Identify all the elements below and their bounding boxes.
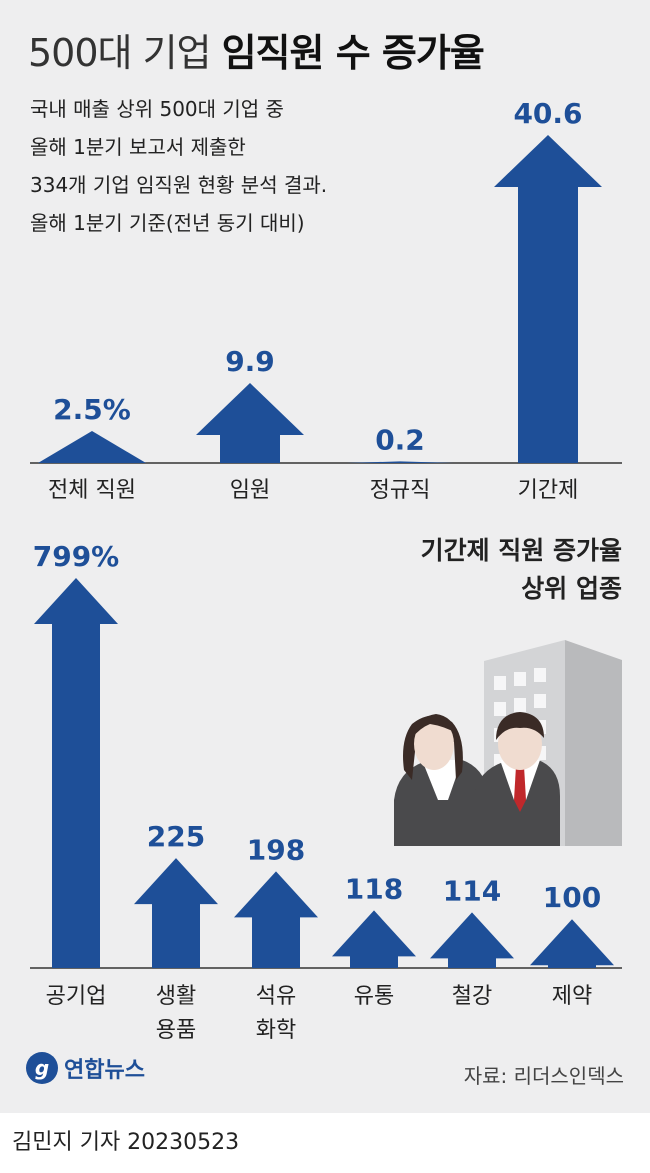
chart2-value-label: 118 — [345, 872, 403, 905]
subtitle-line: 상위 업종 — [521, 574, 622, 603]
chart2-value-label: 225 — [147, 820, 205, 853]
chart2-arrow-1 — [34, 578, 118, 968]
page-title: 500대 기업 임직원 수 증가율 — [28, 22, 485, 77]
chart2-arrow-2 — [134, 858, 218, 968]
subtitle-line: 기간제 직원 증가율 — [420, 536, 622, 565]
illustration — [394, 640, 622, 846]
yonhap-logo: g 연합뉴스 — [26, 1052, 145, 1084]
chart2-category-label: 제약 — [552, 984, 592, 1009]
chart1-arrow-2 — [196, 383, 304, 463]
chart2-category-label: 생활 — [156, 984, 196, 1009]
chart1-category-label: 전체 직원 — [48, 478, 136, 503]
chart2-subtitle: 기간제 직원 증가율 상위 업종 — [421, 532, 622, 608]
title-light: 500대 기업 — [28, 31, 211, 75]
chart2-value-label: 799% — [33, 540, 120, 573]
description-line: 국내 매출 상위 500대 기업 중 — [30, 97, 284, 121]
chart2-arrow-4 — [332, 910, 416, 968]
chart2-category-label: 공기업 — [46, 984, 107, 1009]
chart1-value-label: 2.5% — [53, 393, 131, 426]
chart2-category-label: 석유 — [256, 984, 296, 1009]
description-line: 올해 1분기 보고서 제출한 — [30, 135, 246, 159]
woman-illustration — [394, 714, 490, 846]
chart-area: 2.5% 전체 직원 9.9 임원 0.2 정규직 40.6 기간제 799% 공기업 225 생활용… — [30, 97, 622, 1043]
source-note: 자료: 리더스인덱스 — [463, 1064, 624, 1088]
logo-text: 연합뉴스 — [64, 1058, 145, 1083]
chart1-arrow-4 — [494, 135, 602, 463]
chart1-arrow-1 — [38, 431, 146, 463]
chart2-value-label: 198 — [247, 833, 305, 866]
logo-mark-icon: g — [26, 1052, 58, 1084]
man-illustration — [474, 712, 560, 846]
chart2-value-label: 100 — [543, 881, 601, 914]
chart2-arrow-5 — [430, 912, 514, 968]
chart1-category-label: 정규직 — [370, 478, 431, 503]
description-line: 올해 1분기 기준(전년 동기 대비) — [30, 211, 305, 235]
chart2-arrow-6 — [530, 919, 614, 968]
description-line: 334개 기업 임직원 현황 분석 결과. — [30, 173, 328, 197]
chart1-value-label: 40.6 — [513, 97, 582, 130]
chart1-category-label: 임원 — [230, 478, 270, 503]
chart2-category-label: 화학 — [256, 1018, 296, 1043]
chart2-category-label: 유통 — [354, 984, 394, 1009]
chart2-arrow-3 — [234, 871, 318, 968]
chart2-category-label: 철강 — [452, 984, 492, 1009]
chart1-value-label: 9.9 — [225, 345, 275, 378]
chart2-category-label: 용품 — [156, 1018, 196, 1043]
chart1-value-label: 0.2 — [375, 423, 425, 456]
chart2-value-label: 114 — [443, 874, 501, 907]
title-bold: 임직원 수 증가율 — [221, 31, 485, 75]
description: 국내 매출 상위 500대 기업 중 올해 1분기 보고서 제출한 334개 기… — [30, 90, 327, 242]
byline: 김민지 기자 20230523 — [12, 1130, 240, 1155]
chart1-category-label: 기간제 — [518, 478, 579, 503]
chart1-arrow-3 — [346, 461, 454, 463]
